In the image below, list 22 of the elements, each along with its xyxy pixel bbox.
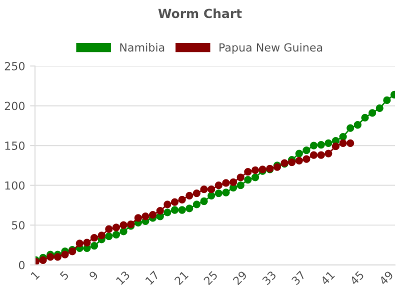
- y-tick-label: 50: [12, 221, 25, 230]
- y-tick-label: 150: [5, 142, 25, 150]
- y-tick-label: 0: [18, 260, 25, 270]
- x-tick-label: 25: [203, 270, 218, 286]
- x-tick-label: 17: [145, 270, 160, 285]
- x-tick-label: 9: [88, 270, 98, 280]
- x-tick-label: 49: [378, 270, 394, 286]
- x-tick-label: 5: [60, 270, 70, 280]
- x-tick-label: 33: [262, 270, 277, 286]
- x-tick-label: 1: [30, 270, 40, 280]
- y-tick-label: 200: [4, 102, 25, 110]
- x-tick-label: 45: [350, 270, 364, 286]
- legend-label: Namibia: [120, 43, 164, 52]
- x-tick-label: 21: [174, 270, 189, 286]
- x-tick-label: 29: [232, 270, 248, 286]
- x-tick-label: 41: [320, 270, 335, 286]
- x-tick-label: 13: [116, 270, 130, 285]
- legend-label: Papua New Guinea: [220, 43, 322, 54]
- chart-title: Worm Chart: [158, 8, 242, 18]
- y-tick-label: 250: [4, 62, 25, 70]
- y-tick-label: 100: [5, 181, 25, 190]
- x-tick-label: 37: [291, 270, 306, 286]
